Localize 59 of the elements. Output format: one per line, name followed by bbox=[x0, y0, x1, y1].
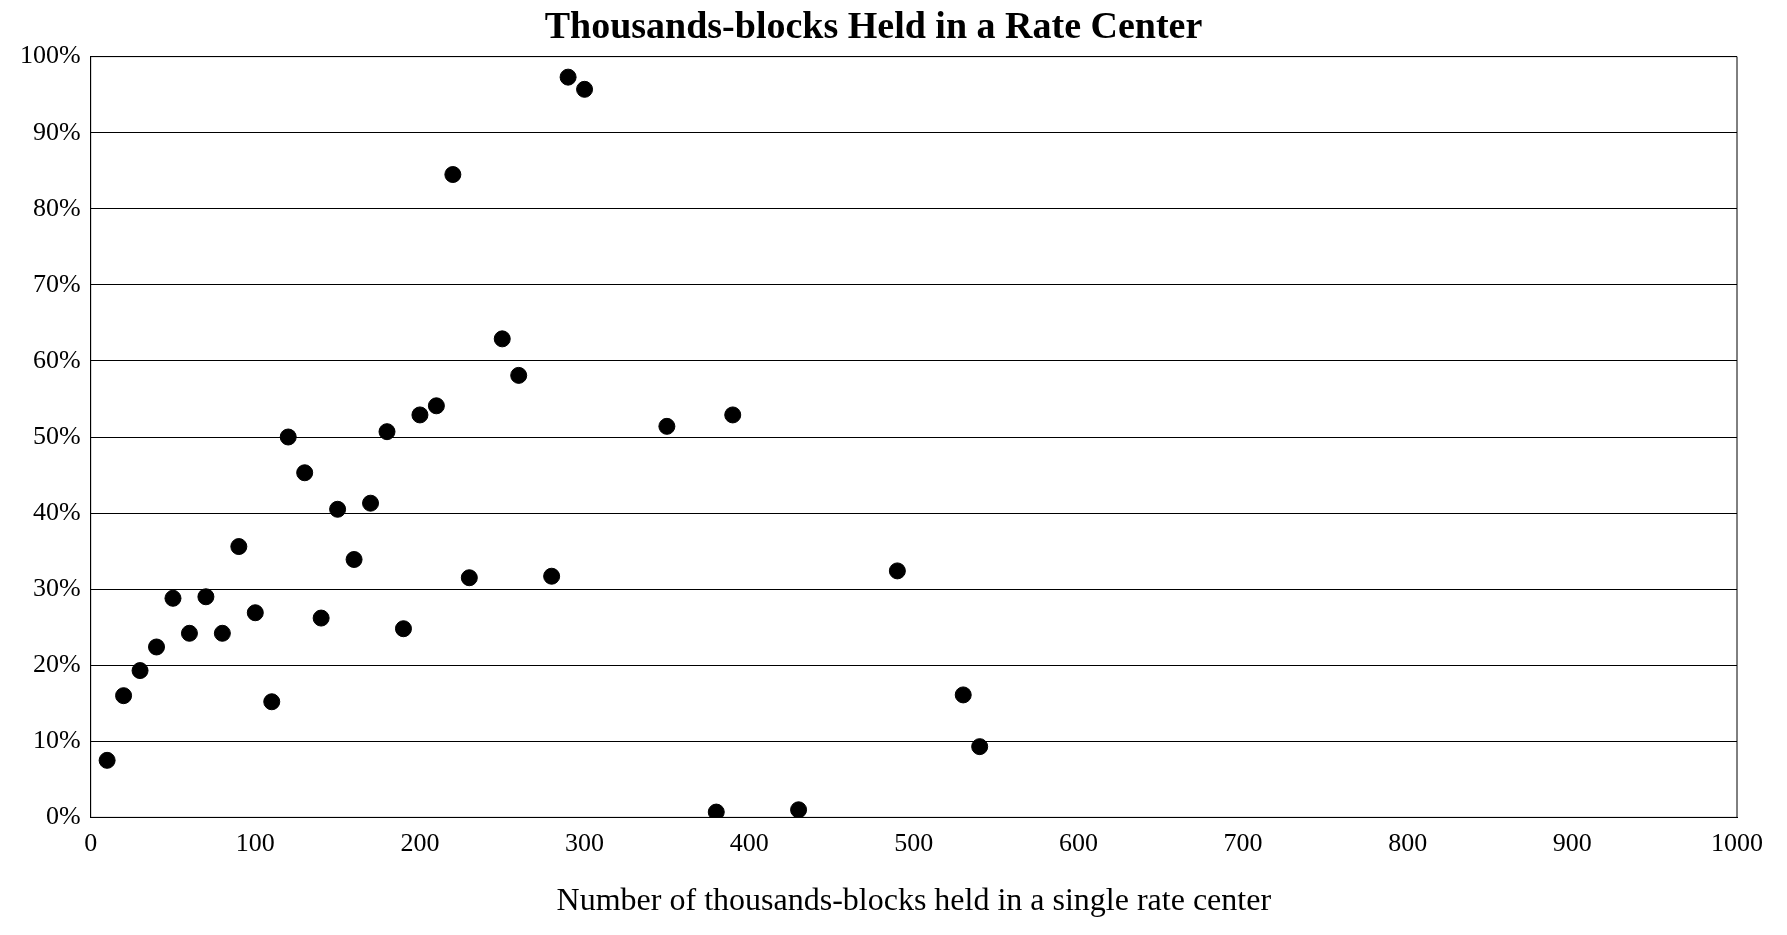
point bbox=[115, 687, 133, 705]
point bbox=[246, 604, 264, 622]
point bbox=[493, 330, 511, 348]
point bbox=[460, 569, 478, 587]
y-tick-label: 50% bbox=[32, 420, 81, 450]
point bbox=[312, 609, 330, 627]
point bbox=[98, 751, 116, 769]
x-tick-label: 500 bbox=[894, 827, 934, 857]
x-tick-label: 600 bbox=[1058, 827, 1098, 857]
point bbox=[888, 562, 906, 580]
x-tick-label: 900 bbox=[1552, 827, 1592, 857]
point bbox=[148, 638, 166, 656]
point bbox=[394, 620, 412, 638]
y-tick-label: 90% bbox=[32, 116, 81, 146]
x-tick-label: 800 bbox=[1388, 827, 1428, 857]
point bbox=[559, 68, 577, 86]
point bbox=[724, 406, 742, 424]
x-tick-label: 200 bbox=[400, 827, 440, 857]
point bbox=[180, 624, 198, 642]
point bbox=[954, 686, 972, 704]
x-tick-label: 300 bbox=[565, 827, 605, 857]
y-tick-label: 0% bbox=[45, 801, 81, 831]
point bbox=[164, 589, 182, 607]
y-tick-label: 100% bbox=[19, 40, 81, 70]
point bbox=[197, 588, 215, 606]
x-tick-label: 700 bbox=[1223, 827, 1263, 857]
x-tick-label: 400 bbox=[729, 827, 769, 857]
point bbox=[510, 366, 528, 384]
y-tick-label: 70% bbox=[32, 268, 81, 298]
point bbox=[131, 662, 149, 680]
point bbox=[378, 423, 396, 441]
point bbox=[263, 693, 281, 711]
x-tick-label: 0 bbox=[84, 827, 98, 857]
point bbox=[790, 801, 808, 818]
point bbox=[411, 406, 429, 424]
point bbox=[345, 550, 363, 568]
x-tick-label: 1000 bbox=[1711, 827, 1763, 857]
point bbox=[279, 428, 297, 446]
point bbox=[427, 397, 445, 415]
point bbox=[213, 624, 231, 642]
point bbox=[543, 567, 561, 585]
x-axis-title: Number of thousands-blocks held in a single rate center bbox=[556, 881, 1272, 918]
point bbox=[362, 494, 380, 512]
y-tick-label: 80% bbox=[32, 192, 81, 222]
point bbox=[296, 464, 314, 482]
y-tick-label: 10% bbox=[32, 725, 81, 755]
y-tick-label: 30% bbox=[32, 572, 81, 602]
y-tick-label: 60% bbox=[32, 344, 81, 374]
point bbox=[971, 738, 989, 756]
point bbox=[658, 417, 676, 435]
point bbox=[329, 500, 347, 518]
point bbox=[576, 80, 594, 98]
y-tick-label: 20% bbox=[32, 649, 81, 679]
point bbox=[444, 166, 462, 184]
point bbox=[707, 803, 725, 818]
x-tick-label: 100 bbox=[235, 827, 275, 857]
chart-title: Thousands-blocks Held in a Rate Center bbox=[544, 3, 1203, 46]
y-tick-label: 40% bbox=[32, 496, 81, 526]
point bbox=[230, 538, 248, 556]
